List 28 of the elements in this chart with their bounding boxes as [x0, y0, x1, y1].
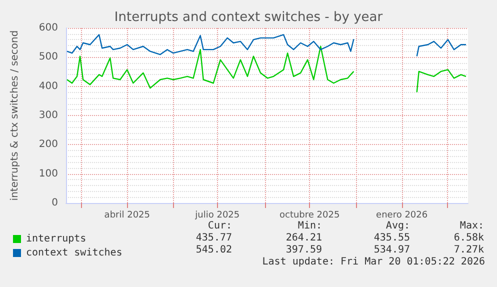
- text: Min:: [298, 220, 322, 232]
- x-tick-label: julio 2025: [194, 210, 240, 220]
- text: Avg:: [386, 220, 410, 232]
- text: 545.02: [196, 244, 232, 256]
- legend-label: interrupts: [26, 234, 86, 244]
- text: 435.77: [196, 232, 232, 244]
- y-tick-label: 0: [52, 198, 58, 208]
- text: 264.21: [286, 232, 322, 244]
- text: Last update: Fri Mar 20 01:05:22 2026: [262, 256, 486, 268]
- x-tick-label: abril 2025: [104, 210, 150, 220]
- y-axis-title: interrupts & ctx switches / second: [10, 30, 20, 201]
- text: 397.59: [286, 244, 322, 256]
- text: 6.58k: [454, 232, 484, 244]
- y-tick-label: 100: [38, 168, 58, 180]
- text: 534.97: [374, 244, 410, 256]
- legend-label: context switches: [26, 248, 122, 258]
- text: Cur:: [208, 220, 232, 232]
- x-tick-label: octubre 2025: [279, 210, 340, 220]
- text: Max:: [460, 220, 484, 232]
- y-tick-label: 300: [38, 110, 58, 121]
- y-tick-label: 500: [38, 52, 58, 63]
- y-tick-label: 400: [38, 80, 58, 92]
- chart-title: Interrupts and context switches - by year: [114, 10, 384, 25]
- text: 435.55: [374, 232, 410, 244]
- y-tick-label: 600: [38, 22, 58, 34]
- text: 7.27k: [454, 244, 484, 256]
- y-tick-label: 200: [38, 139, 58, 150]
- x-tick-label: enero 2026: [376, 210, 428, 220]
